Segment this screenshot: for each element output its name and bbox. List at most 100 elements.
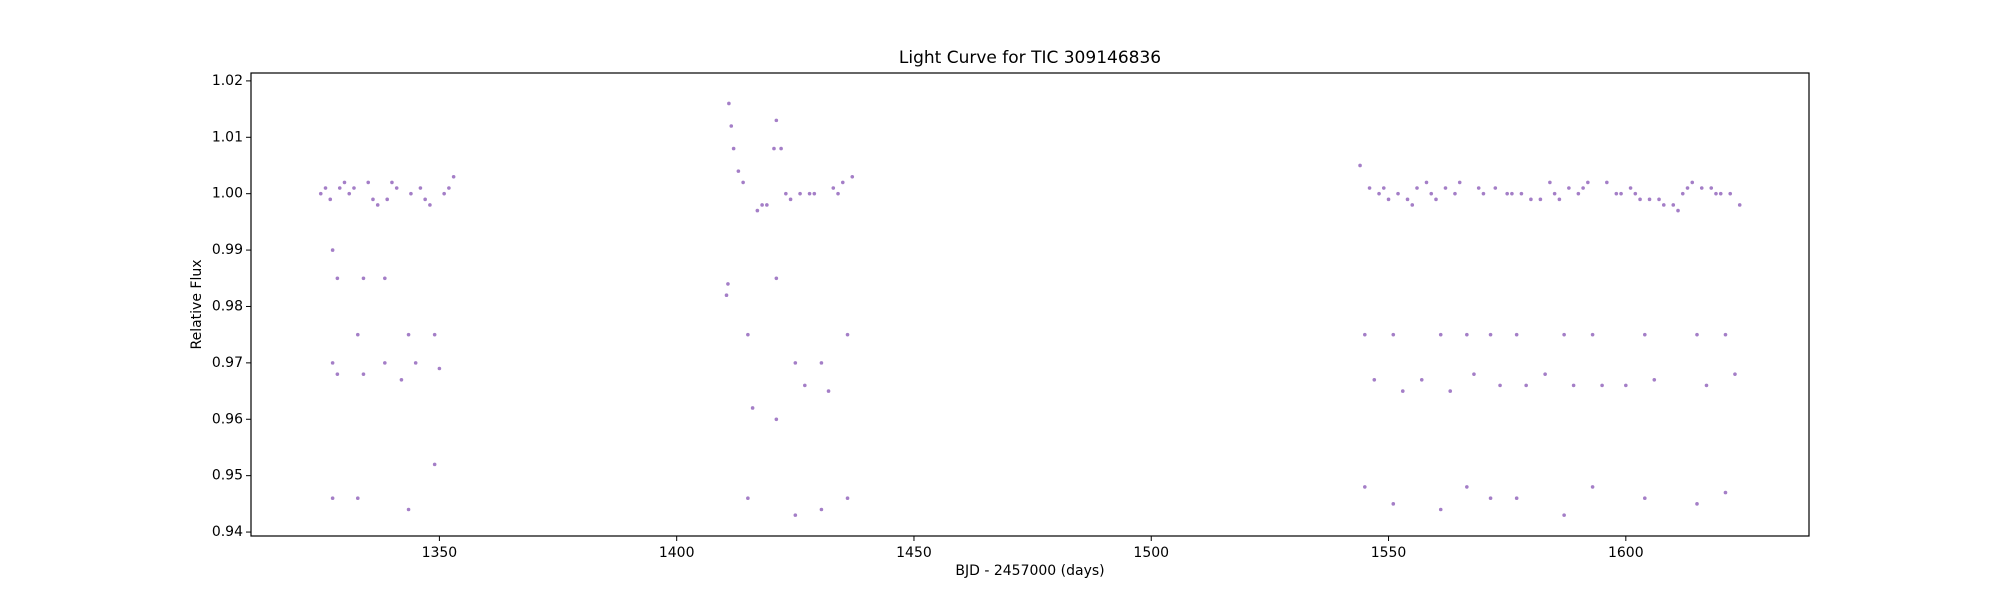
data-point [328,197,333,202]
data-point [451,174,456,179]
data-point [1605,180,1609,185]
data-point [807,191,812,196]
data-point [330,361,335,365]
data-point [1400,389,1405,393]
data-point [1519,191,1524,196]
data-point [1567,186,1571,190]
data-point [1453,191,1457,196]
data-point [1358,163,1362,168]
data-point [845,496,850,501]
data-point [1590,485,1595,489]
data-point [726,282,730,286]
data-point [1633,191,1638,196]
data-point [1396,191,1400,196]
x-tick-label: 1350 [422,545,458,561]
data-point [385,197,390,202]
data-point [793,513,798,517]
data-point [1600,383,1604,388]
data-point [1571,383,1576,388]
data-point [1704,383,1709,388]
data-point [1514,332,1519,337]
data-point [772,146,776,151]
data-point [1695,502,1699,506]
data-point [845,332,850,337]
data-point [727,101,731,106]
data-point [335,372,340,376]
data-point [1363,485,1367,489]
data-point [355,332,360,337]
data-point [1438,332,1443,337]
data-point [803,383,807,388]
x-tick-label: 1600 [1608,545,1644,561]
data-point [1676,208,1680,213]
data-point [1652,377,1657,382]
data-point [330,496,335,501]
data-point [1493,186,1498,190]
data-point [774,118,779,123]
data-point [1643,332,1647,337]
plot-points [318,101,1742,517]
data-point [1386,197,1391,202]
data-point [1391,332,1396,337]
data-point [1510,191,1514,196]
data-point [342,180,347,185]
data-point [361,372,366,376]
data-point [1424,180,1429,185]
data-point [774,417,779,422]
data-point [779,146,783,151]
y-tick-label: 1.01 [212,129,243,145]
data-point [361,276,366,281]
data-point [1647,197,1652,202]
data-point [736,169,741,173]
data-point [812,191,817,196]
data-point [1685,186,1690,190]
data-point [1643,496,1647,501]
data-point [1699,186,1704,190]
data-point [1472,372,1476,376]
data-point [1737,203,1742,207]
data-point [774,276,779,281]
data-point [383,361,387,365]
x-tick-label: 1500 [1133,545,1169,561]
data-point [1714,191,1718,196]
data-point [819,361,824,365]
data-point [1718,191,1723,196]
y-tick-label: 0.97 [212,355,243,371]
data-point [798,191,802,196]
data-point [1429,191,1434,196]
data-point [318,191,323,196]
x-tick-label: 1450 [896,545,932,561]
data-point [1657,197,1661,202]
data-point [1488,332,1493,337]
x-tick-label: 1400 [659,545,695,561]
data-point [1367,186,1372,190]
data-point [1614,191,1619,196]
data-point [1410,203,1415,207]
data-point [1505,191,1509,196]
y-tick-label: 1.00 [212,186,243,202]
data-point [447,186,451,190]
data-point [1438,507,1443,512]
data-point [437,366,442,371]
data-point [1488,496,1493,501]
data-point [442,191,446,196]
data-point [1619,191,1623,196]
data-point [1372,377,1377,382]
data-point [1728,191,1733,196]
axes-frame [250,72,1810,537]
data-point [1481,191,1486,196]
data-point [1548,180,1552,185]
data-point [1590,332,1595,337]
data-point [1562,513,1566,517]
x-tick-label: 1550 [1371,545,1407,561]
data-point [850,174,855,179]
data-point [1476,186,1481,190]
data-point [1628,186,1633,190]
data-point [765,203,769,207]
data-point [1498,383,1502,388]
data-point [788,197,793,202]
data-point [1723,490,1728,495]
data-point [741,180,745,185]
data-point [1448,389,1453,393]
